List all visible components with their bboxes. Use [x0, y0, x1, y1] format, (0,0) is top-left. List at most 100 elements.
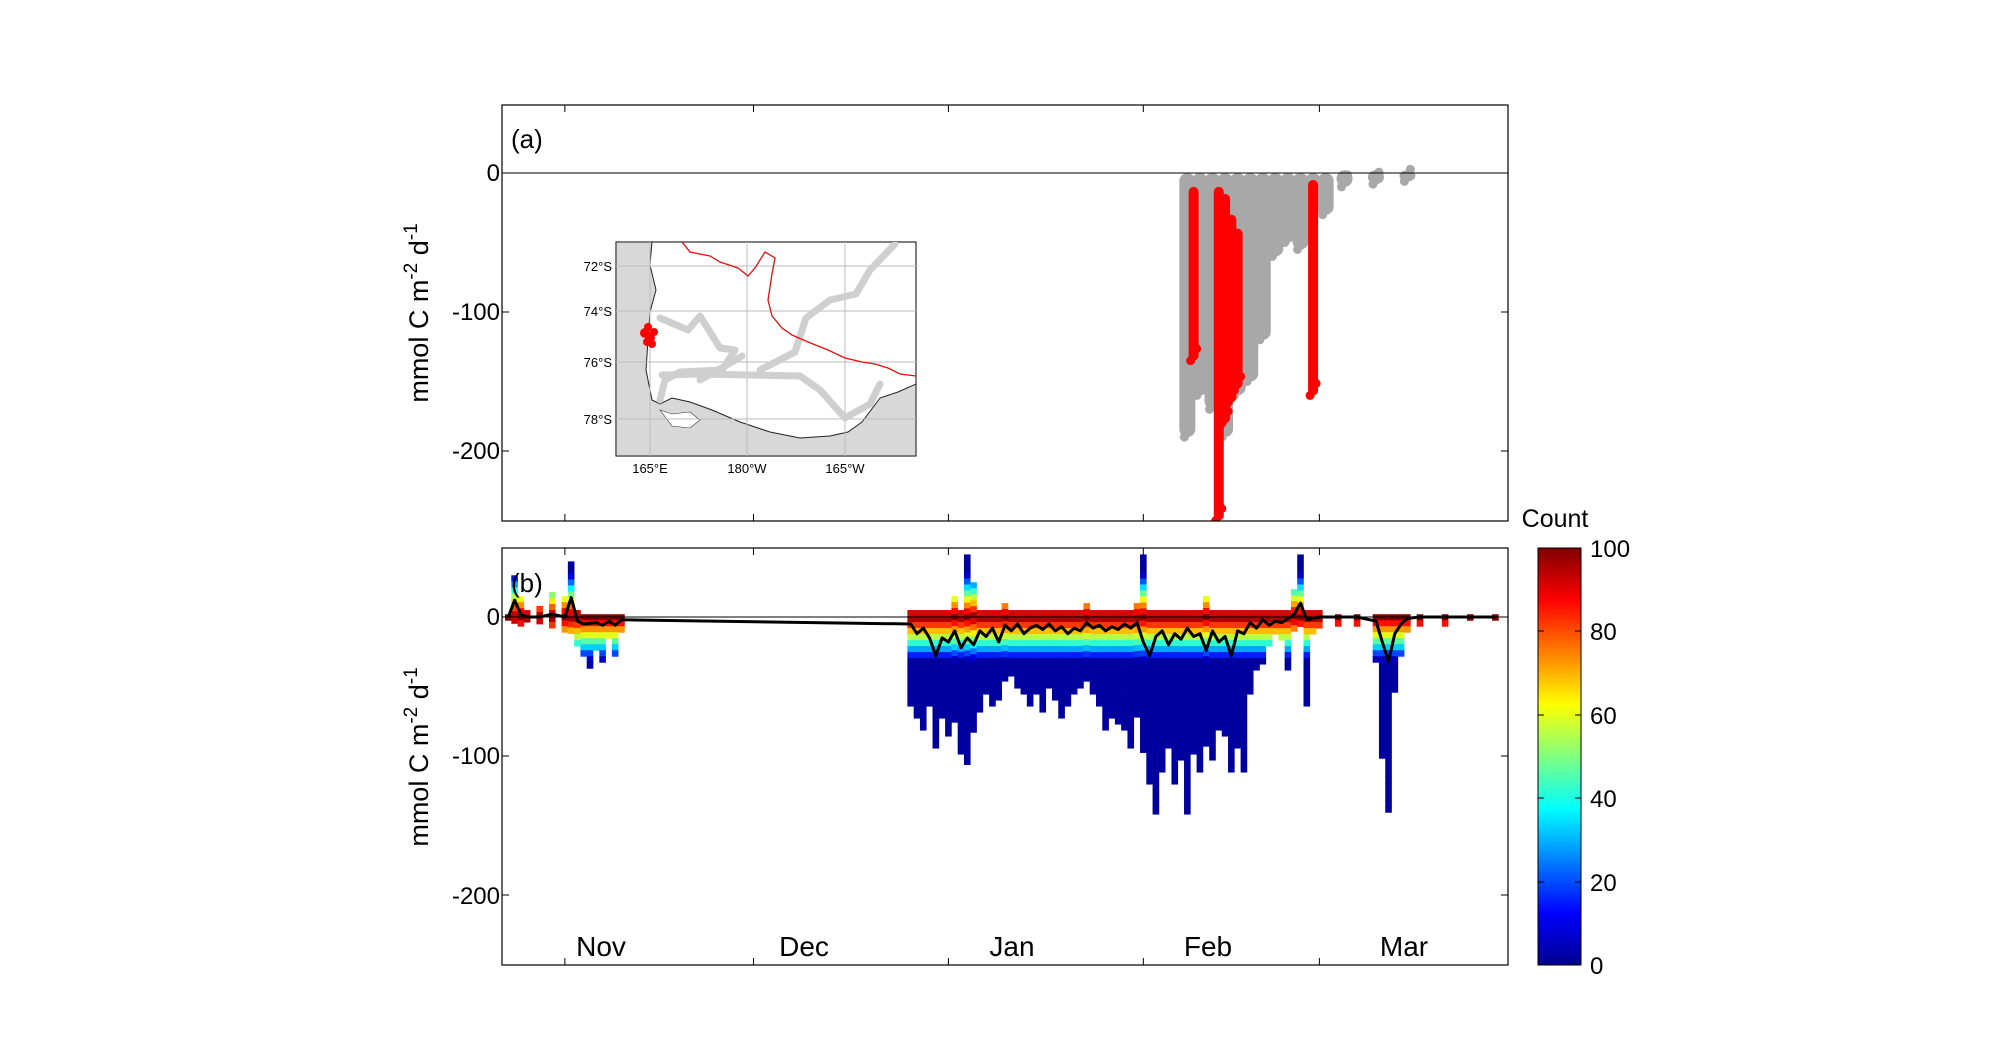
heatmap-cell-59-12 — [1177, 682, 1185, 689]
heatmap-cell-3-1 — [523, 616, 531, 623]
heatmap-cell-16-8 — [907, 658, 914, 665]
heatmap-cell-56-5 — [1158, 640, 1166, 647]
heatmap-cell-62-16 — [1196, 706, 1204, 713]
heatmap-cell-61-17 — [1190, 712, 1197, 719]
heatmap-cell-61-5 — [1190, 640, 1197, 647]
heatmap-cell-48-12 — [1108, 682, 1116, 689]
heatmap-cell-56-15 — [1158, 700, 1166, 707]
heatmap-cell-22-2 — [945, 622, 952, 629]
heatmap-cell-6-1 — [561, 602, 569, 609]
heatmap-cell-34-13 — [1020, 688, 1028, 695]
heatmap-cell-32-4 — [1007, 634, 1015, 641]
heatmap-cell-86-17 — [1385, 716, 1392, 723]
heatmap-cell-58-11 — [1171, 676, 1179, 683]
heatmap-cell-16-15 — [907, 700, 914, 707]
heatmap-cell-59-6 — [1177, 646, 1185, 653]
heatmap-cell-70-12 — [1246, 682, 1254, 689]
heatmap-cell-59-7 — [1177, 652, 1185, 659]
heatmap-cell-61-16 — [1190, 706, 1197, 713]
heatmap-cell-45-0 — [1089, 610, 1097, 617]
heatmap-cell-55-6 — [1152, 646, 1160, 653]
heatmap-cell-46-3 — [1096, 628, 1103, 635]
heatmap-cell-26-21 — [970, 708, 977, 715]
heatmap-cell-29-0 — [989, 610, 996, 617]
heatmap-cell-67-2 — [1228, 622, 1235, 629]
heatmap-cell-56-10 — [1158, 670, 1166, 677]
inset-lon-180w: 180°W — [727, 461, 767, 476]
heatmap-cell-60-28 — [1184, 778, 1191, 785]
heatmap-cell-68-11 — [1234, 676, 1241, 683]
heatmap-cell-24-10 — [957, 670, 965, 677]
heatmap-cell-87-1 — [1391, 620, 1399, 627]
heatmap-cell-54-19 — [1146, 724, 1153, 731]
heatmap-cell-65-19 — [1215, 724, 1223, 731]
heatmap-cell-40-14 — [1058, 694, 1065, 701]
heatmap-cell-21-8 — [938, 658, 946, 665]
heatmap-cell-30-13 — [995, 688, 1003, 695]
heatmap-cell-69-12 — [1240, 682, 1248, 689]
heatmap-cell-34-12 — [1020, 682, 1028, 689]
heatmap-cell-20-17 — [932, 712, 940, 719]
heatmap-cell-54-10 — [1146, 670, 1153, 677]
heatmap-cell-54-22 — [1146, 742, 1153, 749]
heatmap-cell-5-2 — [548, 603, 556, 611]
heatmap-cell-49-0 — [1114, 610, 1122, 617]
heatmap-cell-66-20 — [1221, 730, 1229, 737]
heatmap-cell-62-9 — [1196, 664, 1204, 671]
heatmap-cell-45-12 — [1089, 682, 1097, 689]
heatmap-cell-29-15 — [989, 700, 996, 707]
heatmap-cell-31-11 — [1001, 669, 1009, 676]
heatmap-cell-53-3 — [1140, 572, 1147, 579]
heatmap-cell-20-18 — [932, 718, 940, 725]
heatmap-cell-71-8 — [1253, 658, 1260, 665]
heatmap-cell-6-2 — [561, 608, 569, 615]
heatmap-cell-54-26 — [1146, 766, 1153, 773]
heatmap-cell-35-5 — [1026, 640, 1034, 647]
heatmap-cell-61-8 — [1190, 658, 1197, 665]
heatmap-cell-50-19 — [1121, 724, 1128, 731]
heatmap-cell-90-1 — [1416, 620, 1424, 627]
heatmap-cell-70-7 — [1246, 652, 1254, 659]
heatmap-cell-33-4 — [1014, 634, 1021, 641]
heatmap-cell-60-0 — [1184, 610, 1191, 617]
heatmap-cell-18-18 — [919, 718, 927, 725]
heatmap-cell-41-0 — [1064, 610, 1072, 617]
colorbar-tick-60: 60 — [1590, 703, 1617, 730]
heatmap-cell-21-9 — [938, 664, 946, 671]
heatmap-cell-20-8 — [932, 658, 940, 665]
heatmap-cell-22-4 — [945, 634, 952, 641]
heatmap-cell-60-3 — [1184, 628, 1191, 635]
heatmap-cell-29-13 — [989, 688, 996, 695]
heatmap-cell-26-16 — [970, 678, 977, 685]
heatmap-cell-65-6 — [1215, 646, 1223, 653]
heatmap-cell-55-17 — [1152, 712, 1160, 719]
heatmap-cell-64-15 — [1209, 700, 1216, 707]
heatmap-cell-71-2 — [1253, 622, 1260, 629]
heatmap-cell-46-5 — [1096, 640, 1103, 647]
heatmap-cell-40-13 — [1058, 688, 1065, 695]
heatmap-cell-7-3 — [567, 579, 575, 586]
heatmap-cell-43-7 — [1077, 652, 1084, 659]
heatmap-cell-84-4 — [1372, 638, 1380, 645]
heatmap-cell-51-22 — [1127, 742, 1135, 749]
heatmap-cell-16-7 — [907, 652, 914, 659]
heatmap-cell-54-18 — [1146, 718, 1153, 725]
heatmap-cell-37-6 — [1039, 646, 1047, 653]
heatmap-cell-21-6 — [938, 646, 946, 653]
heatmap-cell-38-9 — [1045, 664, 1053, 671]
heatmap-cell-49-17 — [1114, 712, 1122, 719]
panel-b-ylabel: mmol C m-2 d-1 — [401, 667, 434, 846]
heatmap-cell-61-1 — [1190, 616, 1197, 623]
heatmap-cell-60-31 — [1184, 796, 1191, 803]
heatmap-cell-24-17 — [957, 712, 965, 719]
heatmap-cell-91-1 — [1441, 620, 1449, 627]
heatmap-cell-53-7 — [1140, 596, 1147, 603]
heatmap-cell-22-20 — [945, 730, 952, 737]
heatmap-cell-72-3 — [1259, 628, 1267, 635]
heatmap-cell-28-5 — [982, 640, 990, 647]
heatmap-cell-79-8 — [1303, 658, 1311, 665]
heatmap-cell-64-4 — [1209, 634, 1216, 641]
heatmap-cell-63-23 — [1202, 734, 1210, 741]
heatmap-cell-24-3 — [957, 628, 965, 635]
heatmap-cell-53-11 — [1140, 620, 1147, 627]
